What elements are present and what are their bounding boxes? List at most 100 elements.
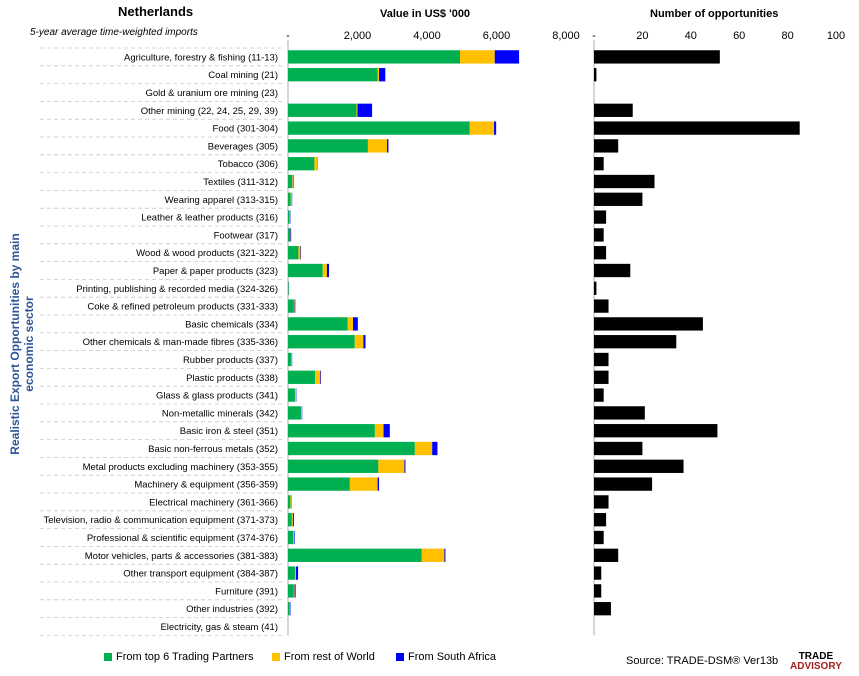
value-bar-segment bbox=[288, 513, 292, 527]
category-label: Gold & uranium ore mining (23) bbox=[145, 88, 278, 99]
legend-item-sa: From South Africa bbox=[396, 651, 496, 663]
value-bar-segment bbox=[288, 566, 295, 580]
opportunities-bar bbox=[594, 121, 800, 135]
opportunities-bar bbox=[594, 228, 604, 242]
value-bar-segment bbox=[292, 174, 294, 189]
value-bar-segment bbox=[298, 246, 301, 260]
value-bar-segment bbox=[288, 406, 302, 420]
value-bar-segment bbox=[288, 228, 291, 242]
opportunities-bar bbox=[594, 495, 609, 509]
value-bar-segment bbox=[293, 584, 295, 598]
value-bar-segment bbox=[288, 263, 323, 278]
legend-label-row: From rest of World bbox=[284, 651, 375, 663]
value-bar-segment bbox=[288, 388, 295, 402]
value-bar-segment bbox=[288, 602, 290, 616]
category-label: Coal mining (21) bbox=[208, 70, 278, 81]
opportunities-bar bbox=[594, 246, 607, 260]
value-bar-segment bbox=[383, 424, 390, 438]
value-bar-segment bbox=[293, 530, 294, 545]
value-bar-segment bbox=[288, 174, 293, 189]
category-label: Wood & wood products (321-322) bbox=[136, 248, 278, 259]
opportunities-bar bbox=[594, 352, 609, 367]
value-bar-segment bbox=[352, 317, 358, 331]
opportunities-bar bbox=[594, 192, 643, 206]
value-bar-segment bbox=[288, 68, 378, 82]
value-bar-segment bbox=[374, 424, 384, 438]
category-label: Basic chemicals (334) bbox=[185, 319, 278, 330]
value-tick-label: 2,000 bbox=[344, 30, 372, 42]
category-label: Basic non-ferrous metals (352) bbox=[148, 444, 278, 455]
legend-swatch-row bbox=[272, 653, 280, 661]
value-bar-segment bbox=[404, 459, 406, 473]
opportunities-bar bbox=[594, 530, 604, 545]
opportunities-bar bbox=[594, 548, 619, 562]
value-bar-segment bbox=[288, 139, 368, 153]
opportunities-tick-label: 80 bbox=[781, 30, 793, 42]
value-bar-segment bbox=[301, 406, 302, 420]
category-label: Beverages (305) bbox=[208, 141, 278, 152]
value-bar-segment bbox=[288, 299, 294, 313]
opportunities-tick-label: 100 bbox=[827, 30, 845, 42]
value-bar-segment bbox=[322, 263, 327, 278]
value-bar-segment bbox=[460, 50, 495, 64]
opportunities-bar bbox=[594, 335, 677, 349]
opportunities-bar bbox=[594, 174, 655, 189]
opportunities-bar bbox=[594, 210, 607, 224]
opportunities-bar bbox=[594, 406, 645, 420]
category-label: Leather & leather products (316) bbox=[141, 213, 278, 224]
category-label: Coke & refined petroleum products (331-3… bbox=[87, 302, 278, 313]
value-bar-segment bbox=[294, 584, 296, 598]
value-bar-segment bbox=[288, 157, 315, 171]
value-bar-segment bbox=[432, 441, 438, 456]
value-bar-segment bbox=[290, 192, 292, 206]
opportunities-bar bbox=[594, 388, 604, 402]
value-bar-segment bbox=[288, 548, 422, 562]
value-bar-segment bbox=[288, 495, 291, 509]
value-bar-segment bbox=[378, 459, 405, 473]
value-bar-segment bbox=[288, 370, 316, 384]
opportunities-bar bbox=[594, 584, 602, 598]
value-bar-segment bbox=[291, 513, 293, 527]
value-bar-segment bbox=[469, 121, 495, 135]
category-label: Tobacco (306) bbox=[218, 159, 278, 170]
category-label: Plastic products (338) bbox=[186, 373, 278, 384]
value-bar-segment bbox=[387, 139, 389, 153]
country-title: Netherlands bbox=[118, 4, 194, 19]
value-bar-segment bbox=[288, 352, 292, 367]
opportunities-bar bbox=[594, 566, 602, 580]
category-label: Wearing apparel (313-315) bbox=[165, 195, 278, 206]
category-label: Other industries (392) bbox=[186, 604, 278, 615]
value-bar-segment bbox=[288, 584, 294, 598]
legend-item-top6: From top 6 Trading Partners bbox=[104, 651, 254, 663]
legend-label-sa: From South Africa bbox=[408, 651, 497, 663]
value-bar-segment bbox=[288, 530, 294, 545]
value-bar-segment bbox=[494, 121, 497, 135]
opportunities-bar bbox=[594, 477, 653, 491]
category-label: Non-metallic minerals (342) bbox=[162, 408, 278, 419]
opportunities-tick-label: 40 bbox=[685, 30, 697, 42]
value-bar-segment bbox=[300, 246, 302, 260]
value-bar-segment bbox=[292, 174, 293, 189]
value-bar-segment bbox=[288, 192, 291, 206]
value-tick-label: 8,000 bbox=[552, 30, 580, 42]
chart-subtitle: 5-year average time-weighted imports bbox=[30, 27, 198, 38]
category-label: Rubber products (337) bbox=[183, 355, 278, 366]
trade-advisory-logo: TRADE ADVISORY bbox=[790, 652, 842, 672]
opportunities-bar bbox=[594, 103, 633, 117]
value-bar-segment bbox=[326, 263, 330, 278]
value-bar-segment bbox=[494, 50, 520, 64]
legend-swatch-top6 bbox=[104, 653, 112, 661]
opportunities-bar bbox=[594, 299, 609, 313]
value-bar-segment bbox=[293, 299, 295, 313]
value-bar-segment bbox=[347, 317, 353, 331]
value-bar-segment bbox=[288, 103, 357, 117]
y-axis-title: Realistic Export Opportunities by main e… bbox=[8, 233, 36, 455]
value-bar-segment bbox=[363, 335, 366, 349]
category-label: Motor vehicles, parts & accessories (381… bbox=[85, 551, 278, 562]
value-bar-segment bbox=[288, 477, 350, 491]
category-label: Machinery & equipment (356-359) bbox=[134, 480, 278, 491]
opportunities-bar bbox=[594, 513, 607, 527]
opportunities-tick-label: - bbox=[592, 30, 596, 42]
opportunities-bar bbox=[594, 68, 597, 82]
